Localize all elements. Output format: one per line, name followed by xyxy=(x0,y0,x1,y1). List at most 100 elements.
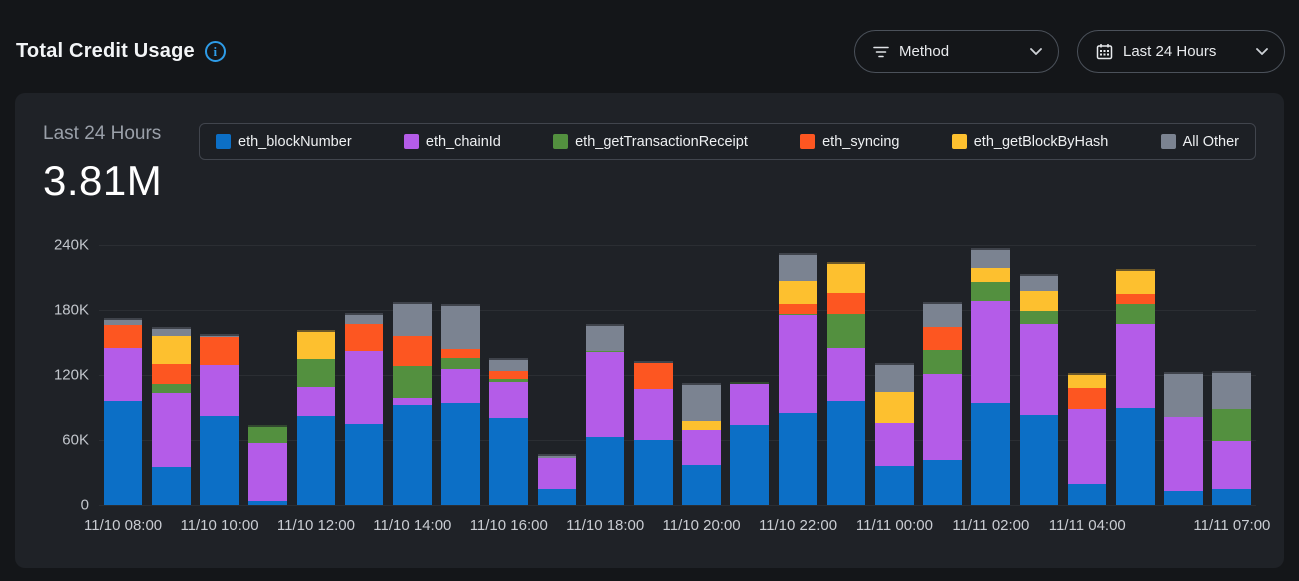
bar-segment-eth_chainId[interactable] xyxy=(200,365,239,417)
bar-segment-eth_getTransactionReceipt[interactable] xyxy=(971,281,1011,302)
bar-segment-eth_getTransactionReceipt[interactable] xyxy=(152,383,191,394)
bar-segment-eth_getTransactionReceipt[interactable] xyxy=(441,357,480,369)
bar-segment-eth_getTransactionReceipt[interactable] xyxy=(923,350,962,374)
stacked-bar[interactable] xyxy=(200,245,239,505)
legend-item-eth_getTransactionReceipt[interactable]: eth_getTransactionReceipt xyxy=(553,134,748,150)
bar-segment-eth_syncing[interactable] xyxy=(344,324,384,352)
bar-segment-eth_chainId[interactable] xyxy=(344,351,384,424)
stacked-bar[interactable] xyxy=(1164,245,1203,505)
bar-segment-eth_blockNumber[interactable] xyxy=(152,467,191,505)
stacked-bar[interactable] xyxy=(923,245,962,505)
bar-segment-eth_blockNumber[interactable] xyxy=(1212,488,1252,505)
bar-segment-All Other[interactable] xyxy=(344,313,384,325)
bar-segment-eth_syncing[interactable] xyxy=(826,292,866,315)
legend-item-eth_syncing[interactable]: eth_syncing xyxy=(800,134,900,150)
bar-segment-eth_chainId[interactable] xyxy=(875,422,914,466)
bar-segment-eth_blockNumber[interactable] xyxy=(296,416,336,505)
bar-segment-eth_getTransactionReceipt[interactable] xyxy=(1116,303,1155,325)
bar-segment-eth_chainId[interactable] xyxy=(537,458,577,489)
stacked-bar[interactable] xyxy=(152,245,191,505)
bar-segment-All Other[interactable] xyxy=(875,363,914,393)
stacked-bar[interactable] xyxy=(682,245,721,505)
bar-segment-eth_getTransactionReceipt[interactable] xyxy=(730,381,770,384)
stacked-bar[interactable] xyxy=(875,245,914,505)
stacked-bar[interactable] xyxy=(441,245,480,505)
stacked-bar[interactable] xyxy=(537,245,577,505)
bar-segment-All Other[interactable] xyxy=(923,302,962,328)
bar-segment-eth_chainId[interactable] xyxy=(393,397,432,406)
bar-segment-eth_getTransactionReceipt[interactable] xyxy=(826,314,866,348)
bar-segment-All Other[interactable] xyxy=(682,382,721,421)
bar-segment-eth_chainId[interactable] xyxy=(248,443,287,501)
bar-segment-eth_chainId[interactable] xyxy=(1116,324,1155,408)
bar-segment-eth_blockNumber[interactable] xyxy=(826,401,866,505)
legend-item-eth_chainId[interactable]: eth_chainId xyxy=(403,134,501,150)
bar-segment-eth_blockNumber[interactable] xyxy=(1067,484,1107,505)
bar-segment-eth_syncing[interactable] xyxy=(103,325,143,348)
bar-segment-All Other[interactable] xyxy=(971,248,1011,268)
bar-segment-eth_getTransactionReceipt[interactable] xyxy=(393,366,432,398)
bar-segment-eth_chainId[interactable] xyxy=(1019,324,1059,416)
bar-segment-All Other[interactable] xyxy=(1164,371,1203,418)
bar-segment-eth_syncing[interactable] xyxy=(441,349,480,358)
bar-segment-eth_getTransactionReceipt[interactable] xyxy=(778,314,818,316)
bar-segment-eth_getBlockByHash[interactable] xyxy=(875,392,914,423)
bar-segment-eth_blockNumber[interactable] xyxy=(1019,415,1059,505)
bar-segment-eth_chainId[interactable] xyxy=(585,352,625,437)
bar-segment-eth_getBlockByHash[interactable] xyxy=(971,267,1011,282)
bar-segment-eth_getTransactionReceipt[interactable] xyxy=(296,358,336,387)
bar-segment-eth_chainId[interactable] xyxy=(1164,417,1203,491)
bar-segment-eth_syncing[interactable] xyxy=(923,327,962,351)
bar-segment-All Other[interactable] xyxy=(393,302,432,337)
stacked-bar[interactable] xyxy=(1067,245,1107,505)
bar-segment-All Other[interactable] xyxy=(1019,274,1059,291)
bar-segment-eth_blockNumber[interactable] xyxy=(634,440,673,505)
legend-item-eth_blockNumber[interactable]: eth_blockNumber xyxy=(216,134,352,150)
stacked-bar[interactable] xyxy=(393,245,432,505)
bar-segment-eth_chainId[interactable] xyxy=(489,381,528,419)
bar-segment-eth_blockNumber[interactable] xyxy=(971,403,1011,505)
stacked-bar[interactable] xyxy=(634,245,673,505)
bar-segment-eth_blockNumber[interactable] xyxy=(489,418,528,505)
bar-segment-eth_blockNumber[interactable] xyxy=(585,436,625,505)
bar-segment-eth_chainId[interactable] xyxy=(441,368,480,404)
bar-segment-eth_chainId[interactable] xyxy=(826,347,866,401)
bar-segment-eth_blockNumber[interactable] xyxy=(393,405,432,505)
stacked-bar[interactable] xyxy=(730,245,770,505)
stacked-bar[interactable] xyxy=(103,245,143,505)
bar-segment-eth_syncing[interactable] xyxy=(1067,388,1107,409)
bar-segment-eth_blockNumber[interactable] xyxy=(103,401,143,505)
bar-segment-eth_syncing[interactable] xyxy=(489,370,528,380)
bar-segment-eth_getTransactionReceipt[interactable] xyxy=(248,424,287,444)
stacked-bar[interactable] xyxy=(344,245,384,505)
bar-segment-eth_getBlockByHash[interactable] xyxy=(296,329,336,359)
bar-segment-All Other[interactable] xyxy=(200,333,239,338)
bar-segment-eth_chainId[interactable] xyxy=(152,393,191,468)
info-icon[interactable] xyxy=(204,41,226,62)
bar-segment-eth_blockNumber[interactable] xyxy=(875,466,914,505)
bar-segment-eth_getBlockByHash[interactable] xyxy=(778,280,818,304)
bar-segment-eth_blockNumber[interactable] xyxy=(441,403,480,505)
bar-segment-eth_chainId[interactable] xyxy=(103,347,143,401)
time-range-dropdown[interactable]: Last 24 Hours xyxy=(1077,30,1285,73)
bar-segment-eth_getBlockByHash[interactable] xyxy=(1067,372,1107,389)
bar-segment-eth_getBlockByHash[interactable] xyxy=(682,420,721,431)
bar-segment-eth_chainId[interactable] xyxy=(1212,441,1252,489)
bar-segment-All Other[interactable] xyxy=(152,327,191,337)
bar-segment-All Other[interactable] xyxy=(103,317,143,326)
bar-segment-eth_blockNumber[interactable] xyxy=(1164,490,1203,505)
bar-segment-eth_getTransactionReceipt[interactable] xyxy=(1212,408,1252,442)
bar-segment-eth_syncing[interactable] xyxy=(778,303,818,315)
bar-segment-eth_syncing[interactable] xyxy=(1116,293,1155,304)
stacked-bar[interactable] xyxy=(248,245,287,505)
bar-segment-eth_syncing[interactable] xyxy=(634,363,673,390)
bar-segment-All Other[interactable] xyxy=(585,324,625,352)
bar-segment-eth_blockNumber[interactable] xyxy=(200,416,239,505)
bar-segment-All Other[interactable] xyxy=(441,303,480,350)
stacked-bar[interactable] xyxy=(826,245,866,505)
bar-segment-eth_blockNumber[interactable] xyxy=(344,423,384,505)
stacked-bar[interactable] xyxy=(296,245,336,505)
bar-segment-eth_blockNumber[interactable] xyxy=(730,424,770,505)
bar-segment-eth_chainId[interactable] xyxy=(778,315,818,413)
stacked-bar[interactable] xyxy=(585,245,625,505)
